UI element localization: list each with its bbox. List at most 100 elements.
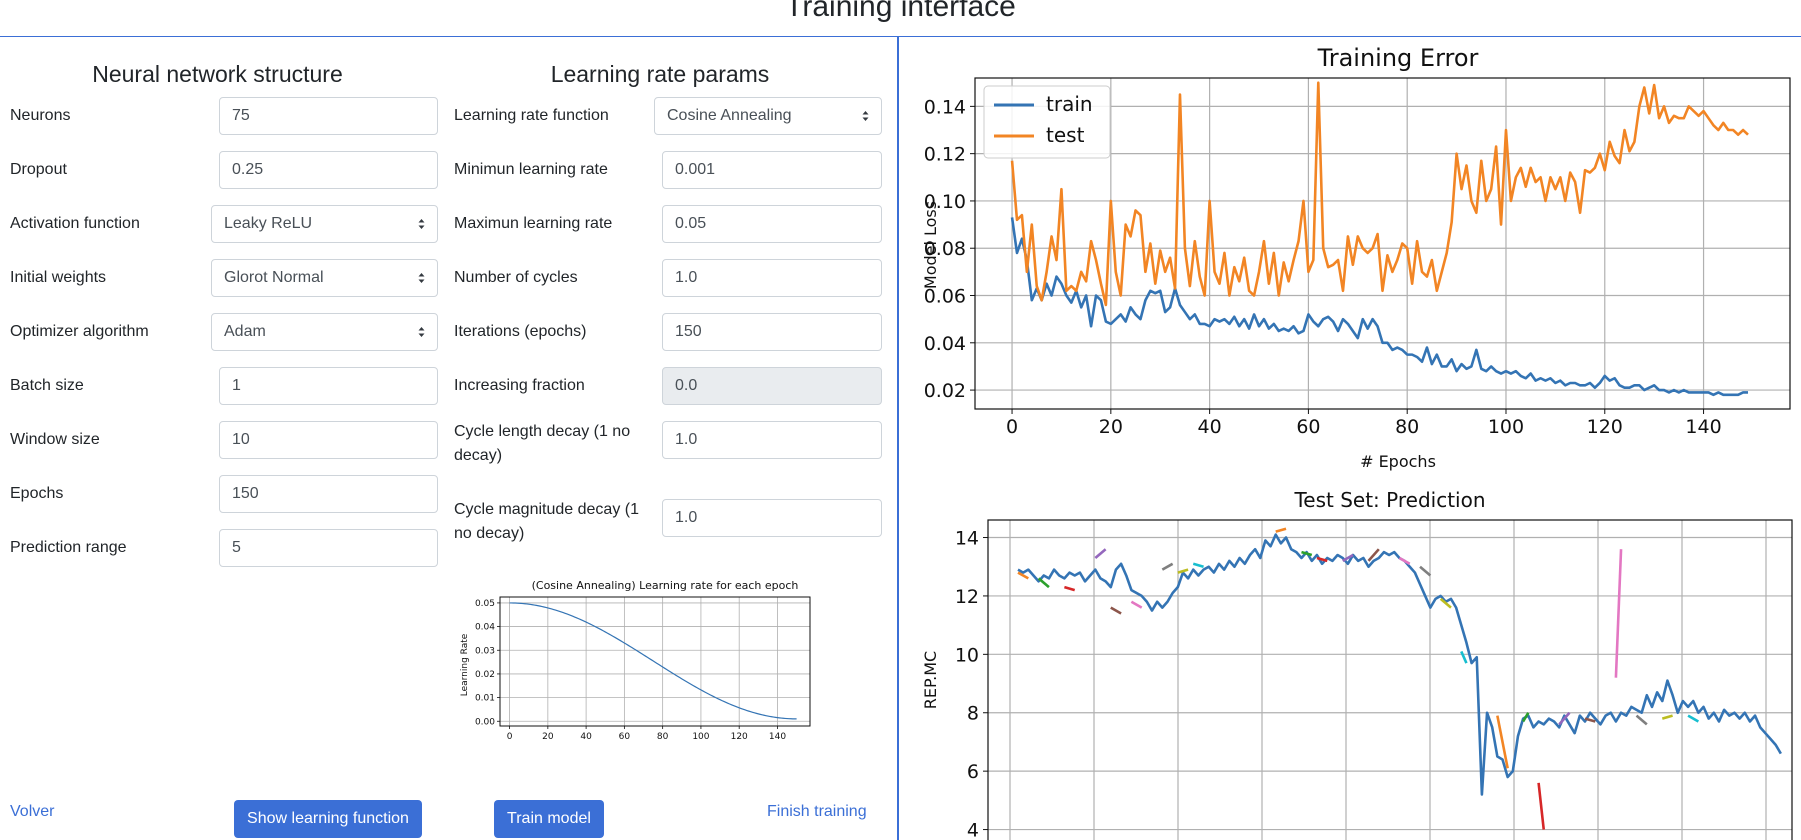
dropout-label: Dropout (10, 161, 67, 178)
error-tick-label-y: 0.14 (924, 96, 966, 118)
prediction-title: Test Set: Prediction (1293, 488, 1485, 512)
maximun-learning-rate-input[interactable]: 0.05 (662, 205, 882, 243)
dropout-value: 0.25 (232, 161, 264, 178)
initial-weights-select[interactable]: Glorot Normal (211, 259, 438, 297)
prediction-range-value: 5 (232, 539, 241, 556)
training-error-legend: train test (983, 85, 1111, 159)
maximun-learning-rate-value: 0.05 (675, 215, 707, 232)
neurons-input[interactable]: 75 (219, 97, 438, 135)
batch-size-label: Batch size (10, 377, 84, 394)
maximun-learning-rate-label: Maximun learning rate (454, 215, 613, 232)
prediction-segment (1130, 600, 1143, 609)
dropout-input[interactable]: 0.25 (219, 151, 438, 189)
lr-tick-label-y: 0.04 (475, 623, 495, 633)
lr-tick-label-x: 60 (619, 732, 631, 742)
optimizer-algorithm-select[interactable]: Adam (211, 313, 438, 351)
chevron-up-down-icon (418, 273, 425, 283)
activation-function-label: Activation function (10, 215, 140, 232)
error-tick-label-x: 20 (1099, 416, 1123, 438)
lr-tick-label-x: 140 (769, 732, 786, 742)
lr-chart-title: (Cosine Annealing) Learning rate for eac… (532, 579, 799, 592)
iterations-epochs-input[interactable]: 150 (662, 313, 882, 351)
initial-weights-label: Initial weights (10, 269, 107, 286)
batch-size-input[interactable]: 1 (219, 367, 438, 405)
back-link[interactable]: Volver (10, 803, 55, 820)
chevron-up-down-icon (862, 111, 869, 121)
learning-rate-function-select[interactable]: Cosine Annealing (654, 97, 882, 135)
chevron-up-down-icon (418, 327, 425, 337)
error-tick-label-y: 0.04 (924, 333, 966, 355)
prediction-tick-label-y: 14 (955, 528, 979, 550)
structure-section-title: Neural network structure (92, 61, 343, 87)
prediction-segment (1537, 782, 1546, 830)
prediction-segment (1419, 565, 1432, 577)
prediction-grid (988, 520, 1792, 840)
iterations-epochs-value: 150 (675, 323, 702, 340)
window-size-input[interactable]: 10 (219, 421, 438, 459)
prediction-segment (1522, 712, 1530, 723)
prediction-frame (987, 519, 1793, 840)
epochs-value: 150 (232, 485, 259, 502)
prediction-ylabel: REP.MC (921, 651, 940, 709)
prediction-segment (1398, 556, 1411, 565)
prediction-segment (1661, 714, 1673, 720)
train-model-button[interactable]: Train model (494, 800, 604, 838)
finish-training-link[interactable]: Finish training (767, 803, 867, 820)
legend-train-label: train (1046, 92, 1093, 116)
show-learning-function-button[interactable]: Show learning function (234, 800, 422, 838)
lr-chart: (Cosine Annealing) Learning rate for eac… (460, 579, 811, 742)
prediction-segment (1496, 715, 1509, 769)
activation-function-select[interactable]: Leaky ReLU (211, 205, 438, 243)
lr-tick-label-x: 100 (692, 732, 709, 742)
error-tick-label-x: 80 (1395, 416, 1419, 438)
lr-chart-ticks: 0 20 40 60 80 100 120 140 0.00 0.01 0.02 0.03 0.04 0.… (475, 599, 786, 742)
prediction-segment (1460, 650, 1468, 664)
minimun-learning-rate-input[interactable]: 0.001 (662, 151, 882, 189)
training-error-frame (974, 77, 1791, 410)
lr-tick-label-y: 0.03 (475, 646, 495, 656)
error-tick-label-x: 60 (1296, 416, 1320, 438)
prediction-segment (1439, 597, 1452, 609)
lr-chart-ylabel: Learning Rate (460, 633, 470, 696)
training-error-series (1010, 81, 1749, 397)
cycle-magnitude-decay-1-no-decay-input[interactable]: 1.0 (662, 499, 882, 537)
training-error-ticks: 0 20 40 60 80 100 120 140 0.02 0.04 0.06 0.08 0.10 0.… (924, 96, 1722, 438)
increasing-fraction-label: Increasing fraction (454, 377, 585, 394)
panel-divider (897, 36, 899, 840)
prediction-segment (1316, 556, 1328, 563)
learning-rate-function-value: Cosine Annealing (667, 107, 792, 124)
neurons-label: Neurons (10, 107, 71, 124)
batch-size-value: 1 (232, 377, 241, 394)
increasing-fraction-value: 0.0 (675, 377, 698, 394)
cycle-length-decay-1-no-decay-label: Cycle length decay (1 no decay) (454, 423, 631, 464)
prediction-segment (1110, 606, 1122, 615)
prediction-actual-series (1017, 533, 1782, 796)
prediction-range-input[interactable]: 5 (219, 529, 438, 567)
prediction-tick-label-y: 6 (967, 761, 979, 783)
prediction-tick-label-y: 8 (967, 703, 979, 725)
neurons-value: 75 (232, 107, 250, 124)
lr-tick-label-y: 0.02 (475, 670, 495, 680)
prediction-segment (1687, 714, 1700, 723)
prediction-segment (1342, 553, 1354, 563)
prediction-segment (1017, 571, 1029, 580)
lr-curve (509, 602, 797, 720)
legend-test-label: test (1046, 123, 1085, 147)
epochs-input[interactable]: 150 (219, 475, 438, 513)
error-tick-label-y: 0.02 (924, 380, 966, 402)
prediction-tick-label-y: 10 (955, 644, 979, 666)
window-size-label: Window size (10, 431, 100, 448)
increasing-fraction-input: 0.0 (662, 367, 882, 405)
error-tick-label-x: 40 (1198, 416, 1222, 438)
number-of-cycles-input[interactable]: 1.0 (662, 259, 882, 297)
prediction-segment (1192, 562, 1204, 568)
window-size-value: 10 (232, 431, 250, 448)
prediction-segment (1161, 562, 1174, 571)
activation-function-value: Leaky ReLU (224, 215, 313, 232)
prediction-range-label: Prediction range (10, 539, 127, 556)
cycle-length-decay-1-no-decay-input[interactable]: 1.0 (662, 421, 882, 459)
chevron-up-down-icon (418, 219, 425, 229)
lr-section-title: Learning rate params (550, 61, 770, 87)
number-of-cycles-value: 1.0 (675, 269, 698, 286)
lr-tick-label-x: 120 (731, 732, 748, 742)
